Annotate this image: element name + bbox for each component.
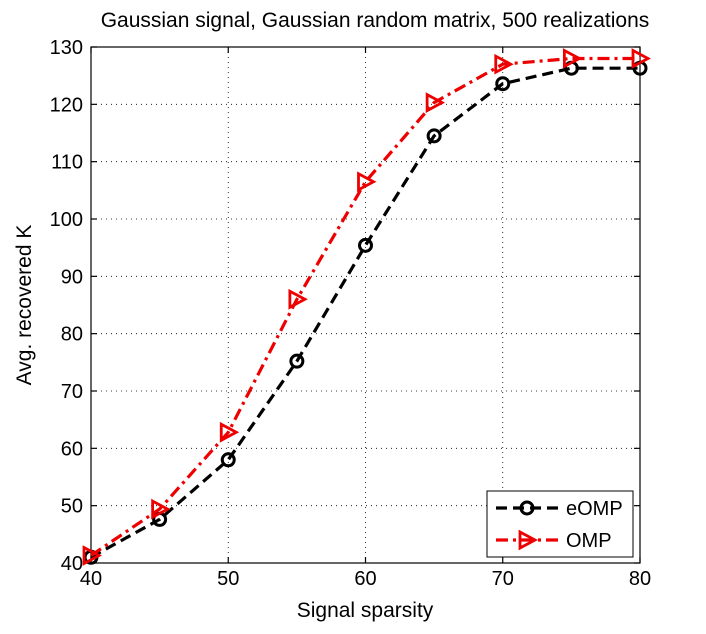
x-tick-label: 60 [354,568,376,590]
data-point-omp [82,545,102,566]
legend-marker-omp [518,529,538,551]
x-tick-label: 80 [629,568,651,590]
y-tick-label: 70 [61,381,83,403]
grid [91,47,640,563]
legend-label-eomp: eOMP [566,498,623,520]
series-line-omp [90,56,640,557]
data-point-omp [494,53,514,75]
x-tick-label: 50 [217,568,239,590]
y-tick-label: 90 [61,266,83,288]
series-layer [82,48,651,566]
data-point-omp [562,48,583,69]
y-tick-label: 110 [51,152,83,174]
chart-title: Gaussian signal, Gaussian random matrix,… [101,9,650,32]
y-tick-label: 100 [50,209,83,231]
data-point-eomp [426,128,442,144]
data-point-omp [425,92,446,113]
data-point-omp [357,171,377,193]
y-tick-label: 60 [61,438,83,460]
plot-frame [90,46,641,564]
axis-ticks: 40 50 60 70 80 40 50 60 70 80 90 100 110 120 130 [50,37,652,590]
data-point-omp [631,48,651,69]
y-tick-label: 80 [61,324,83,346]
data-point-omp [288,288,308,310]
y-axis-label: Avg. recovered K [13,225,36,386]
legend-marker-eomp [519,500,535,516]
x-tick-label: 70 [492,568,514,590]
data-point-eomp [220,452,236,468]
data-point-omp [219,421,240,443]
legend-label-omp: OMP [566,530,612,552]
x-tick-label: 40 [80,568,102,590]
series-line-eomp [90,66,640,559]
y-tick-label: 50 [61,496,83,518]
data-point-omp [151,498,171,520]
data-point-eomp [358,237,373,253]
legend-box [486,490,634,558]
data-point-eomp [289,353,305,369]
legend-entry-omp: OMP [496,529,612,552]
plot-area [91,47,640,563]
y-tick-label: 40 [61,553,83,575]
data-point-eomp [495,76,511,92]
y-tick-label: 120 [50,94,83,116]
legend-entry-eomp: eOMP [496,498,623,520]
x-axis-label: Signal sparsity [297,599,434,622]
y-tick-label: 130 [50,37,83,59]
legend: eOMP OMP [486,490,634,558]
